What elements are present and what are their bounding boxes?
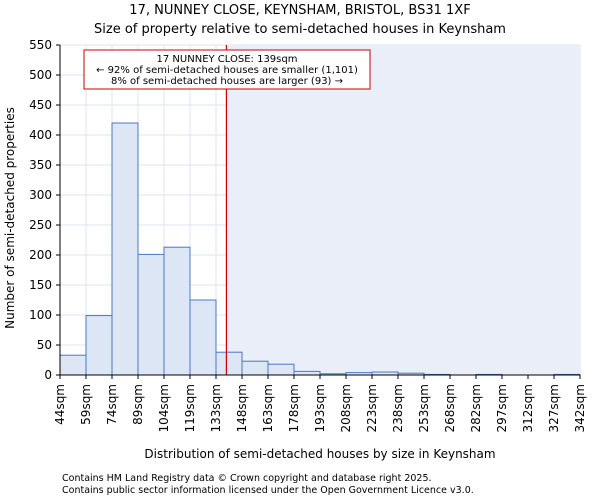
x-tick-label: 312sqm — [521, 384, 535, 432]
footer-line2: Contains public sector information licen… — [62, 485, 474, 496]
bar-89sqm — [137, 253, 165, 376]
x-tick-label: 44sqm — [53, 384, 67, 425]
y-tick-label: 150 — [29, 278, 52, 292]
x-tick-label: 297sqm — [495, 384, 509, 432]
x-tick-label: 223sqm — [365, 384, 379, 432]
y-axis-label: Number of semi-detached properties — [3, 107, 17, 329]
x-tick-label: 268sqm — [443, 384, 457, 432]
x-tick-label: 104sqm — [157, 384, 171, 432]
y-tick-labels: 0 50 100 150 200 250 300 350 400 450 500 550 — [29, 38, 60, 382]
bar-119sqm — [189, 299, 217, 376]
x-axis-label: Distribution of semi-detached houses by … — [144, 447, 495, 461]
x-tick-label: 133sqm — [209, 384, 223, 432]
x-tick-label: 208sqm — [339, 384, 353, 432]
y-tick-label: 550 — [29, 38, 52, 52]
y-tick-label: 400 — [29, 128, 52, 142]
bar-59sqm — [85, 315, 113, 376]
annotation-box: 17 NUNNEY CLOSE: 139sqm ← 92% of semi-de… — [83, 49, 371, 90]
y-tick-label: 50 — [37, 338, 52, 352]
x-tick-label: 59sqm — [79, 384, 93, 425]
bar-44sqm — [59, 354, 87, 376]
annotation-line3: 8% of semi-detached houses are larger (9… — [111, 76, 343, 87]
larger-region-shade — [226, 45, 580, 375]
x-tick-label: 327sqm — [547, 384, 561, 432]
bar-layer — [59, 122, 581, 376]
x-tick-label: 282sqm — [469, 384, 483, 432]
x-tick-label: 238sqm — [391, 384, 405, 432]
x-tick-label: 178sqm — [287, 384, 301, 432]
x-tick-labels: 44sqm 59sqm 74sqm 89sqm 104sqm 119sqm 133sqm 14… — [53, 375, 587, 432]
x-tick-label: 253sqm — [417, 384, 431, 432]
annotation-line1: 17 NUNNEY CLOSE: 139sqm — [157, 54, 298, 65]
x-tick-label: 163sqm — [261, 384, 275, 432]
chart-title-line1: 17, NUNNEY CLOSE, KEYNSHAM, BRISTOL, BS3… — [129, 3, 470, 18]
bar-74sqm — [111, 122, 139, 376]
annotation-line2: ← 92% of semi-detached houses are smalle… — [96, 65, 358, 76]
footer-line1: Contains HM Land Registry data © Crown c… — [62, 473, 432, 484]
x-tick-label: 193sqm — [313, 384, 327, 432]
y-tick-label: 350 — [29, 158, 52, 172]
x-tick-label: 342sqm — [573, 384, 587, 432]
y-tick-label: 100 — [29, 308, 52, 322]
x-tick-label: 148sqm — [235, 384, 249, 432]
bar-178sqm — [293, 370, 321, 376]
y-tick-label: 300 — [29, 188, 52, 202]
bar-104sqm — [163, 246, 191, 376]
x-tick-label: 74sqm — [105, 384, 119, 425]
chart-title-line2: Size of property relative to semi-detach… — [94, 22, 506, 37]
shade-layer — [226, 45, 580, 375]
y-tick-label: 450 — [29, 98, 52, 112]
bar-148sqm — [241, 360, 269, 376]
x-tick-label: 119sqm — [183, 384, 197, 432]
y-tick-label: 0 — [44, 368, 52, 382]
bar-133sqm — [215, 351, 243, 376]
bar-163sqm — [267, 363, 295, 376]
y-tick-label: 500 — [29, 68, 52, 82]
y-tick-label: 250 — [29, 218, 52, 232]
x-tick-label: 89sqm — [131, 384, 145, 425]
annotation-border — [83, 49, 371, 90]
y-tick-label: 200 — [29, 248, 52, 262]
